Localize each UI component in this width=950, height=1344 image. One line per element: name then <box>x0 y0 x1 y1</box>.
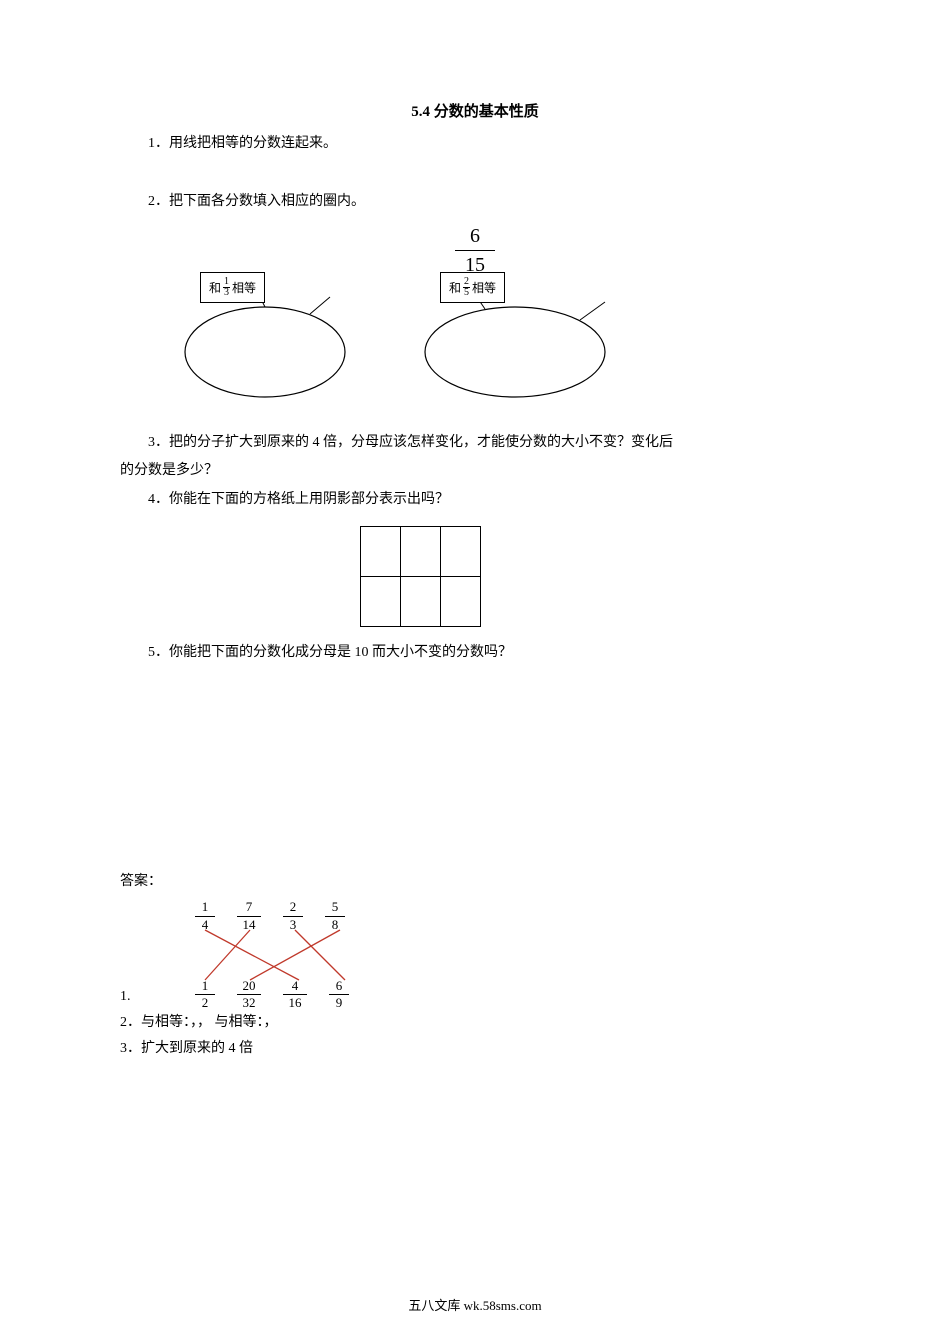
match-fraction: 2032 <box>237 979 261 1011</box>
grid-cell <box>401 526 441 576</box>
grid-cell <box>441 576 481 626</box>
label-suffix: 相等 <box>472 279 496 296</box>
answer-1-prefix: 1. <box>120 989 155 1010</box>
spacer <box>120 670 830 840</box>
question-5: 5．你能把下面的分数化成分母是 10 而大小不变的分数吗？ <box>120 642 830 664</box>
match-bottom-row: 12 2032 416 69 <box>195 979 349 1011</box>
question-3-line2: 的分数是多少？ <box>120 460 830 482</box>
answer-2: 2．与相等：，， 与相等：， <box>120 1010 830 1035</box>
answer-label: 答案： <box>120 870 830 890</box>
label-fraction: 2 5 <box>463 277 470 298</box>
match-diagram: 14 714 23 58 12 2032 416 69 <box>195 900 395 1010</box>
right-ellipse <box>420 292 610 402</box>
match-fraction: 69 <box>329 979 349 1011</box>
label-suffix: 相等 <box>232 279 256 296</box>
match-fraction: 12 <box>195 979 215 1011</box>
grid-cell <box>361 576 401 626</box>
label-prefix: 和 <box>209 279 221 296</box>
grid-cell <box>441 526 481 576</box>
question-4: 4．你能在下面的方格纸上用阴影部分表示出吗？ <box>120 489 830 511</box>
label-prefix: 和 <box>449 279 461 296</box>
question-3-line1: 3．把的分子扩大到原来的 4 倍，分母应该怎样变化，才能使分数的大小不变？变化后 <box>120 432 830 454</box>
match-lines <box>195 925 395 985</box>
fraction-numerator: 6 <box>455 224 495 251</box>
grid-wrap <box>360 526 830 627</box>
answer-section: 答案： 1. 14 714 23 58 12 2032 416 69 <box>120 870 830 1060</box>
grid-cell <box>361 526 401 576</box>
section-title: 5.4 分数的基本性质 <box>120 100 830 121</box>
label-fraction: 1 3 <box>223 277 230 298</box>
right-label-box: 和 2 5 相等 <box>440 272 505 303</box>
grid-cell <box>401 576 441 626</box>
footer: 五八文库 wk.58sms.com <box>0 1295 950 1314</box>
right-circle-group: 和 2 5 相等 <box>420 292 610 402</box>
left-circle-group: 和 1 3 相等 <box>180 292 350 402</box>
question-1: 1．用线把相等的分数连起来。 <box>120 133 830 155</box>
left-ellipse <box>180 292 350 402</box>
match-fraction: 416 <box>283 979 307 1011</box>
spacer <box>120 161 830 191</box>
question-2: 2．把下面各分数填入相应的圈内。 <box>120 191 830 213</box>
left-label-box: 和 1 3 相等 <box>200 272 265 303</box>
q2-fraction: 6 15 <box>455 224 495 277</box>
grid-table <box>360 526 481 627</box>
answer-3: 3．扩大到原来的 4 倍 <box>120 1036 830 1061</box>
venn-circles: 和 1 3 相等 和 2 5 相等 <box>180 292 830 402</box>
